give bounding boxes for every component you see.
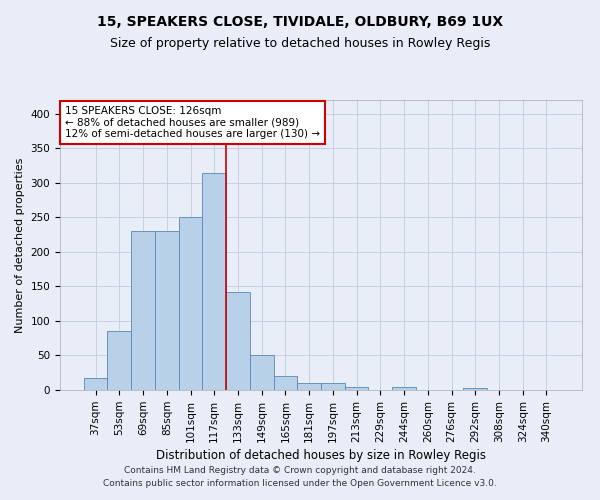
X-axis label: Distribution of detached houses by size in Rowley Regis: Distribution of detached houses by size … bbox=[156, 449, 486, 462]
Text: Size of property relative to detached houses in Rowley Regis: Size of property relative to detached ho… bbox=[110, 38, 490, 51]
Bar bbox=[179, 216, 202, 390]
Bar bbox=[226, 292, 250, 390]
Bar bbox=[274, 376, 297, 390]
Bar bbox=[107, 332, 131, 390]
Y-axis label: Number of detached properties: Number of detached properties bbox=[15, 158, 25, 332]
Bar bbox=[131, 231, 155, 390]
Bar bbox=[155, 231, 179, 390]
Bar bbox=[250, 355, 274, 390]
Bar bbox=[297, 383, 321, 390]
Bar bbox=[202, 172, 226, 390]
Text: 15 SPEAKERS CLOSE: 126sqm
← 88% of detached houses are smaller (989)
12% of semi: 15 SPEAKERS CLOSE: 126sqm ← 88% of detac… bbox=[65, 106, 320, 139]
Bar bbox=[463, 388, 487, 390]
Bar bbox=[345, 386, 368, 390]
Bar bbox=[392, 387, 416, 390]
Bar bbox=[84, 378, 107, 390]
Bar bbox=[321, 383, 345, 390]
Text: 15, SPEAKERS CLOSE, TIVIDALE, OLDBURY, B69 1UX: 15, SPEAKERS CLOSE, TIVIDALE, OLDBURY, B… bbox=[97, 15, 503, 29]
Text: Contains HM Land Registry data © Crown copyright and database right 2024.
Contai: Contains HM Land Registry data © Crown c… bbox=[103, 466, 497, 487]
